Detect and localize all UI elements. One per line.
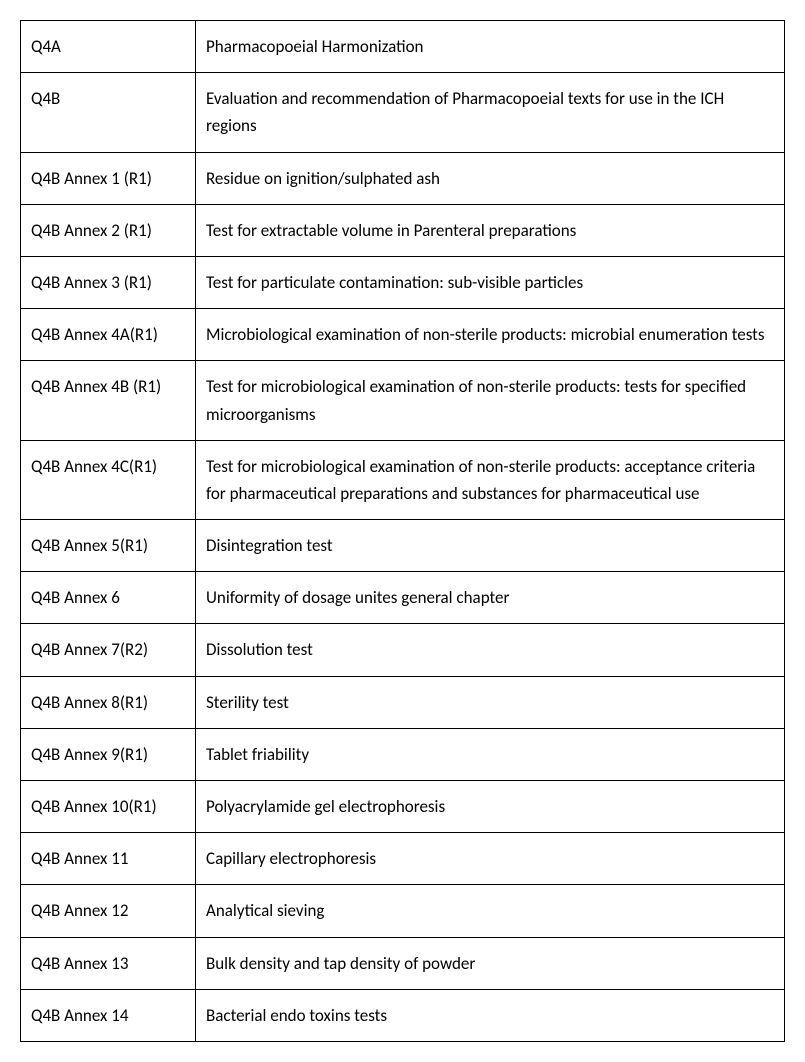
table-row: Q4B Annex 12 Analytical sieving [21, 885, 785, 937]
table-row: Q4B Evaluation and recommendation of Pha… [21, 73, 785, 152]
description-cell: Capillary electrophoresis [196, 833, 785, 885]
code-cell: Q4B Annex 11 [21, 833, 196, 885]
table-row: Q4B Annex 11 Capillary electrophoresis [21, 833, 785, 885]
description-cell: Analytical sieving [196, 885, 785, 937]
table-row: Q4B Annex 10(R1) Polyacrylamide gel elec… [21, 781, 785, 833]
table-row: Q4B Annex 4C(R1) Test for microbiologica… [21, 440, 785, 519]
description-cell: Test for particulate contamination: sub-… [196, 256, 785, 308]
code-cell: Q4B Annex 13 [21, 937, 196, 989]
description-cell: Pharmacopoeial Harmonization [196, 21, 785, 73]
code-cell: Q4A [21, 21, 196, 73]
description-cell: Test for microbiological examination of … [196, 361, 785, 440]
description-cell: Bacterial endo toxins tests [196, 989, 785, 1041]
code-cell: Q4B Annex 9(R1) [21, 728, 196, 780]
description-cell: Sterility test [196, 676, 785, 728]
table-row: Q4B Annex 6 Uniformity of dosage unites … [21, 572, 785, 624]
code-cell: Q4B Annex 3 (R1) [21, 256, 196, 308]
table-row: Q4B Annex 4B (R1) Test for microbiologic… [21, 361, 785, 440]
table-row: Q4B Annex 2 (R1) Test for extractable vo… [21, 204, 785, 256]
pharmacopoeial-table: Q4A Pharmacopoeial Harmonization Q4B Eva… [20, 20, 785, 1042]
description-cell: Dissolution test [196, 624, 785, 676]
code-cell: Q4B Annex 8(R1) [21, 676, 196, 728]
code-cell: Q4B [21, 73, 196, 152]
code-cell: Q4B Annex 14 [21, 989, 196, 1041]
description-cell: Test for extractable volume in Parentera… [196, 204, 785, 256]
code-cell: Q4B Annex 7(R2) [21, 624, 196, 676]
code-cell: Q4B Annex 4A(R1) [21, 309, 196, 361]
table-row: Q4B Annex 13 Bulk density and tap densit… [21, 937, 785, 989]
code-cell: Q4B Annex 1 (R1) [21, 152, 196, 204]
description-cell: Residue on ignition/sulphated ash [196, 152, 785, 204]
description-cell: Disintegration test [196, 520, 785, 572]
code-cell: Q4B Annex 6 [21, 572, 196, 624]
table-row: Q4B Annex 1 (R1) Residue on ignition/sul… [21, 152, 785, 204]
description-cell: Tablet friability [196, 728, 785, 780]
description-cell: Polyacrylamide gel electrophoresis [196, 781, 785, 833]
description-cell: Bulk density and tap density of powder [196, 937, 785, 989]
table-row: Q4B Annex 3 (R1) Test for particulate co… [21, 256, 785, 308]
code-cell: Q4B Annex 2 (R1) [21, 204, 196, 256]
description-cell: Microbiological examination of non-steri… [196, 309, 785, 361]
table-row: Q4B Annex 8(R1) Sterility test [21, 676, 785, 728]
table-row: Q4B Annex 7(R2) Dissolution test [21, 624, 785, 676]
table-row: Q4B Annex 4A(R1) Microbiological examina… [21, 309, 785, 361]
code-cell: Q4B Annex 12 [21, 885, 196, 937]
code-cell: Q4B Annex 4C(R1) [21, 440, 196, 519]
code-cell: Q4B Annex 5(R1) [21, 520, 196, 572]
table-row: Q4B Annex 9(R1) Tablet friability [21, 728, 785, 780]
description-cell: Uniformity of dosage unites general chap… [196, 572, 785, 624]
code-cell: Q4B Annex 10(R1) [21, 781, 196, 833]
code-cell: Q4B Annex 4B (R1) [21, 361, 196, 440]
table-row: Q4B Annex 5(R1) Disintegration test [21, 520, 785, 572]
table-row: Q4B Annex 14 Bacterial endo toxins tests [21, 989, 785, 1041]
description-cell: Evaluation and recommendation of Pharmac… [196, 73, 785, 152]
table-body: Q4A Pharmacopoeial Harmonization Q4B Eva… [21, 21, 785, 1042]
description-cell: Test for microbiological examination of … [196, 440, 785, 519]
table-row: Q4A Pharmacopoeial Harmonization [21, 21, 785, 73]
